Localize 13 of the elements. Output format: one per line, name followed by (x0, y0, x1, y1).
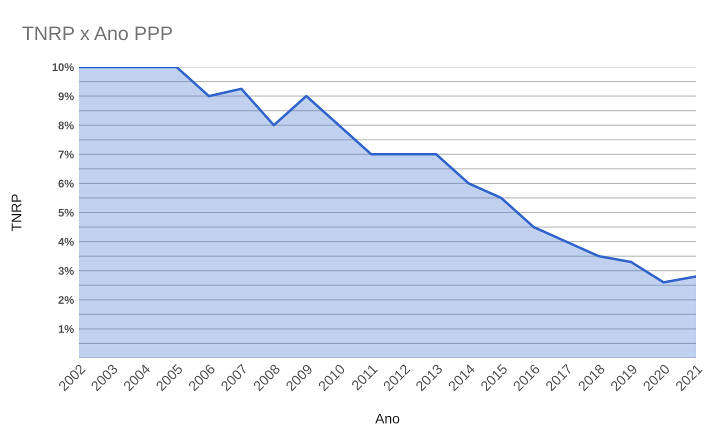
y-tick-label: 6% (58, 180, 74, 188)
y-tick-label: 5% (58, 208, 74, 217)
chart-title: TNRP x Ano PPP (22, 26, 172, 40)
y-axis-title: TNRP (12, 194, 22, 232)
y-tick-label: 7% (58, 150, 74, 158)
y-tick-label: 2% (58, 296, 74, 304)
x-axis-title: Ano (375, 414, 400, 424)
y-tick-label: 9% (58, 92, 74, 100)
y-tick-label: 3% (58, 266, 74, 275)
y-tick-label: 10% (52, 63, 74, 72)
y-tick-label: 1% (58, 325, 74, 334)
y-tick-label: 8% (58, 121, 74, 130)
y-tick-label: 4% (58, 238, 74, 246)
